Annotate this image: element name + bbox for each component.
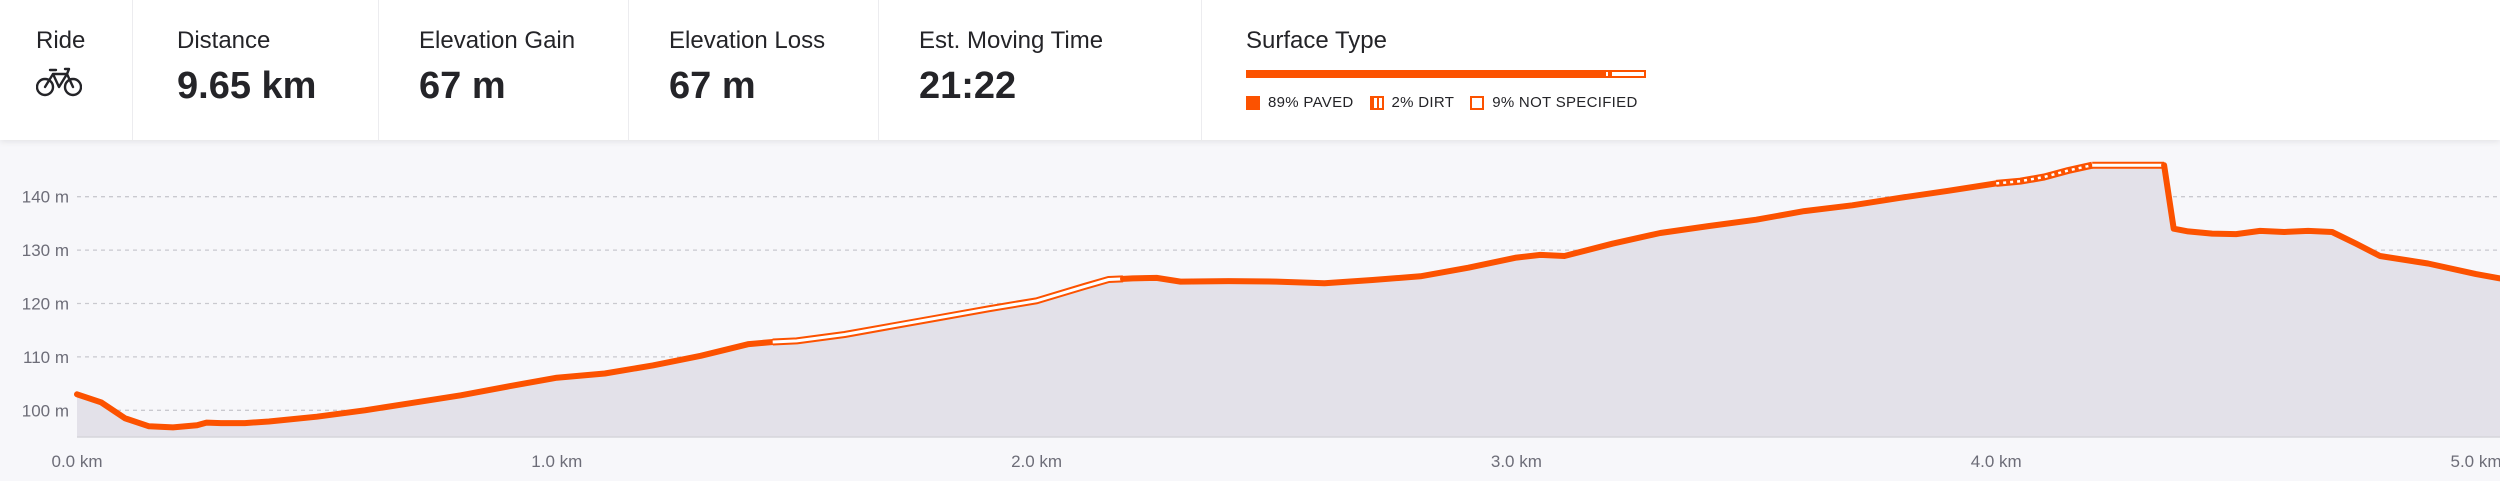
y-tick-label: 130 m — [22, 241, 69, 260]
elevation-chart[interactable]: 100 m 110 m 120 m 130 m 140 m 0.0 km 1.0 km 2.0… — [0, 140, 2500, 481]
elevation-gain-label: Elevation Gain — [419, 27, 576, 54]
moving-time-label: Est. Moving Time — [919, 27, 1104, 54]
legend-paved-label: 89% PAVED — [1268, 94, 1354, 111]
stat-moving-time: Est. Moving Time 21:22 — [879, 0, 1202, 140]
stat-surface-type: Surface Type 89% PAVED 2% DIRT 9% NOT SP… — [1202, 0, 1654, 140]
stat-distance: Distance 9.65 km — [133, 0, 379, 140]
elevation-loss-value: 67 m — [669, 65, 756, 107]
legend-item-dirt: 2% DIRT — [1369, 94, 1455, 111]
surface-bar-dirt — [1602, 70, 1610, 78]
y-tick-label: 100 m — [22, 401, 69, 420]
legend-not-specified-label: 9% NOT SPECIFIED — [1492, 94, 1638, 111]
elevation-area — [77, 165, 2500, 437]
x-tick-label: 5.0 km — [2450, 452, 2500, 471]
x-tick-label: 4.0 km — [1971, 452, 2022, 471]
distance-value: 9.65 km — [177, 65, 317, 107]
x-tick-label: 3.0 km — [1491, 452, 1542, 471]
surface-line-not-specified-inner — [772, 277, 1124, 344]
y-tick-label: 110 m — [23, 348, 69, 367]
surface-bar-paved — [1246, 70, 1602, 78]
legend-item-paved: 89% PAVED — [1246, 94, 1354, 111]
elevation-loss-label: Elevation Loss — [669, 27, 826, 54]
stat-ride: Ride — [0, 0, 133, 140]
y-tick-label: 120 m — [22, 295, 69, 314]
not-specified-swatch-icon — [1470, 95, 1485, 110]
stat-elevation-loss: Elevation Loss 67 m — [629, 0, 879, 140]
distance-label: Distance — [177, 27, 271, 54]
bike-icon — [36, 67, 82, 97]
y-tick-label: 140 m — [22, 188, 69, 207]
legend-dirt-label: 2% DIRT — [1391, 94, 1455, 111]
paved-swatch-icon — [1246, 95, 1260, 110]
x-tick-label: 2.0 km — [1011, 452, 1062, 471]
moving-time-value: 21:22 — [919, 65, 1017, 107]
elevation-profile-svg[interactable]: 100 m 110 m 120 m 130 m 140 m 0.0 km 1.0 km 2.0… — [0, 140, 2500, 481]
surface-bar — [1246, 68, 1646, 80]
dirt-swatch-icon — [1369, 95, 1384, 110]
surface-line-dirt-pattern — [1996, 163, 2093, 185]
elevation-gain-value: 67 m — [419, 65, 506, 107]
legend-item-not-specified: 9% NOT SPECIFIED — [1470, 94, 1637, 111]
stats-header: Ride Distance 9.65 km Elevation Gain 67 … — [0, 0, 2500, 140]
surface-line-paved — [2161, 162, 2500, 282]
surface-line-paved — [74, 339, 776, 431]
surface-line-paved — [1120, 180, 2000, 287]
x-tick-label: 1.0 km — [531, 452, 582, 471]
surface-bar-not-specified — [1610, 70, 1646, 78]
surface-type-label: Surface Type — [1246, 27, 1387, 54]
surface-legend: 89% PAVED 2% DIRT 9% NOT SPECIFIED — [1246, 94, 1654, 111]
ride-label: Ride — [36, 27, 86, 54]
stat-elevation-gain: Elevation Gain 67 m — [379, 0, 629, 140]
x-tick-label: 0.0 km — [51, 452, 102, 471]
